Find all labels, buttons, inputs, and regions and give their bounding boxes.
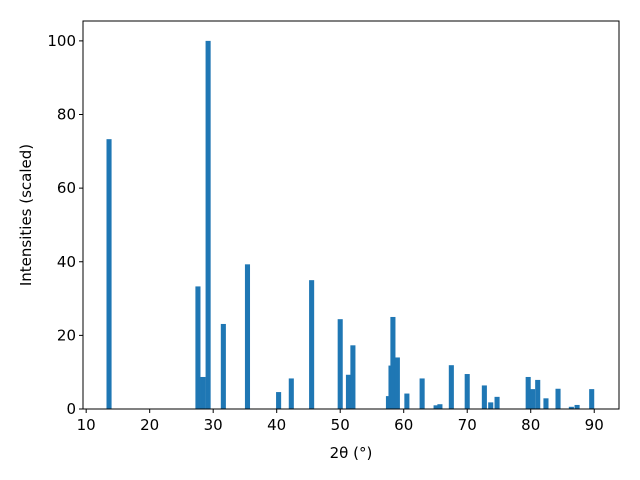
bar (390, 316, 396, 409)
y-tick-label: 40 (57, 253, 76, 271)
y-tick-label: 60 (57, 179, 76, 197)
x-tick-label: 50 (331, 416, 350, 434)
bar (433, 405, 439, 409)
bar (494, 396, 500, 409)
bar (555, 388, 561, 409)
bar (543, 398, 549, 409)
x-axis-label: 2θ (°) (330, 444, 373, 462)
bar (525, 376, 531, 409)
x-tick-label: 40 (267, 416, 286, 434)
y-axis-label: Intensities (scaled) (17, 144, 35, 286)
x-tick-label: 10 (77, 416, 96, 434)
bar (205, 40, 211, 409)
plot-frame (82, 20, 620, 410)
bar (309, 280, 315, 409)
bar (589, 389, 595, 409)
bar (448, 365, 454, 409)
bar (568, 406, 574, 409)
x-tick-label: 80 (521, 416, 540, 434)
bar (464, 374, 470, 409)
x-tick-label: 70 (458, 416, 477, 434)
bar (394, 357, 400, 409)
bar (419, 378, 425, 409)
bar (276, 392, 282, 409)
bar (195, 286, 201, 409)
bar (535, 379, 541, 409)
bar (481, 385, 487, 409)
x-tick-label: 60 (394, 416, 413, 434)
x-tick-label: 20 (140, 416, 159, 434)
bar (437, 404, 443, 409)
bar (220, 323, 226, 409)
bar (288, 378, 294, 409)
bar (106, 139, 112, 409)
bar (530, 389, 536, 409)
bar (488, 402, 494, 409)
bar (350, 345, 356, 409)
bar (337, 319, 343, 409)
y-tick-label: 100 (47, 32, 76, 50)
y-tick-label: 0 (66, 400, 76, 418)
x-tick-label: 30 (204, 416, 223, 434)
y-tick-label: 80 (57, 106, 76, 124)
bar (404, 393, 410, 409)
bar (345, 374, 351, 409)
bar (244, 264, 251, 409)
y-tick-label: 20 (57, 326, 76, 344)
x-tick-label: 90 (585, 416, 604, 434)
bar (200, 376, 206, 409)
bar (574, 404, 580, 409)
